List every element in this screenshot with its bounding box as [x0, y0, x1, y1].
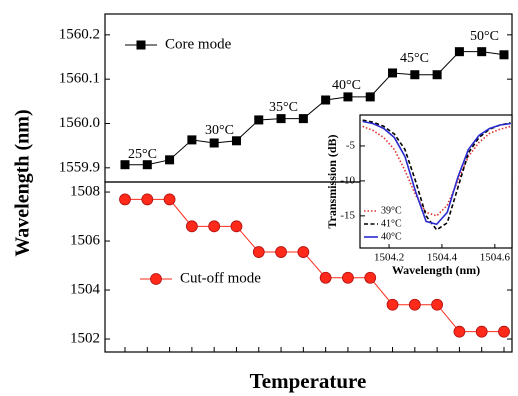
y-tick-label: 1502: [70, 330, 100, 346]
y-tick-label: -10: [340, 174, 355, 186]
marker: [252, 246, 265, 258]
y-tick-label: -5: [346, 139, 356, 151]
plot-frame: [104, 181, 513, 353]
marker: [321, 95, 331, 105]
y-tick-label: 1508: [70, 183, 100, 199]
marker: [230, 220, 243, 233]
x-axis-title: Temperature: [250, 369, 367, 393]
marker: [342, 271, 354, 284]
marker: [163, 193, 176, 206]
marker: [275, 246, 287, 258]
marker: [165, 155, 175, 165]
marker: [187, 135, 197, 145]
annotation: 40°C: [332, 78, 361, 93]
legend-marker: [150, 273, 162, 285]
marker: [319, 271, 332, 284]
marker: [365, 92, 375, 102]
series-line: [362, 125, 511, 217]
marker: [499, 50, 509, 60]
marker: [254, 115, 264, 125]
marker: [208, 220, 221, 233]
annotation: 25°C: [128, 147, 157, 162]
marker: [364, 271, 377, 284]
series-line: [362, 120, 511, 226]
x-tick-label: 1504.4: [427, 252, 458, 264]
series-line: [362, 119, 511, 231]
marker: [120, 160, 130, 170]
marker: [475, 325, 488, 338]
marker: [343, 92, 353, 102]
y-tick-label: 1560.1: [59, 71, 100, 87]
y-axis-title: Transmission (dB): [325, 134, 339, 228]
marker: [410, 70, 420, 80]
legend-label: 39°C: [381, 205, 402, 216]
marker: [386, 298, 399, 311]
annotation: 30°C: [205, 123, 234, 138]
marker: [276, 114, 286, 124]
y-tick-label: 1559.9: [59, 159, 100, 175]
marker: [454, 47, 464, 57]
y-tick-label: 1504: [70, 281, 101, 297]
legend-label: 41°C: [381, 218, 402, 229]
y-tick-label: -15: [340, 209, 355, 221]
legend-label: 40°C: [381, 231, 402, 242]
marker: [477, 47, 487, 57]
annotation: 35°C: [269, 100, 298, 115]
y-tick-label: 1560.0: [59, 115, 100, 131]
y-axis-title: Wavelength (nm): [12, 109, 34, 256]
y-tick-label: 1506: [70, 232, 101, 248]
annotation: 45°C: [400, 51, 429, 66]
marker: [119, 193, 131, 206]
marker: [432, 70, 442, 80]
x-tick-label: 1504.6: [480, 252, 511, 264]
marker: [141, 193, 154, 206]
marker: [231, 136, 241, 146]
legend-label: Core mode: [165, 36, 232, 52]
marker: [209, 138, 219, 148]
legend-marker: [136, 40, 146, 50]
marker: [498, 325, 510, 338]
marker: [453, 325, 466, 338]
marker: [185, 220, 198, 233]
legend-label: Cut-off mode: [180, 270, 261, 286]
y-tick-label: 1560.2: [59, 26, 100, 42]
plot-frame: [359, 114, 513, 249]
marker: [142, 160, 152, 170]
annotation: 50°C: [470, 29, 499, 44]
x-tick-label: 1504.2: [374, 252, 404, 264]
marker: [297, 246, 310, 258]
marker: [408, 298, 421, 311]
x-axis-title: Wavelength (nm): [392, 263, 480, 277]
marker: [298, 114, 308, 124]
marker: [388, 68, 398, 78]
marker: [431, 298, 444, 311]
